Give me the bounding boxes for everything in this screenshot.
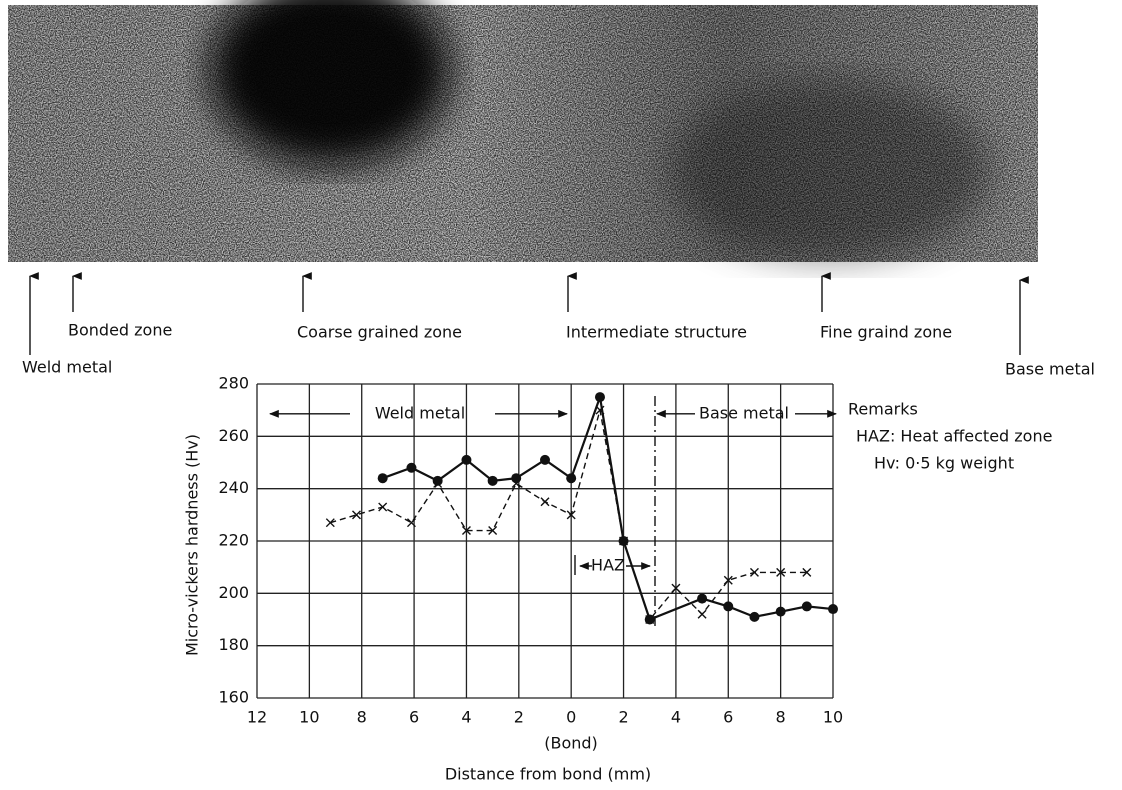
x-tick-label: 6 xyxy=(409,708,419,727)
point xyxy=(645,615,655,624)
point xyxy=(488,526,498,536)
point xyxy=(776,567,786,577)
x-tick-label: 2 xyxy=(618,708,628,727)
point xyxy=(828,604,838,615)
zone-label: Fine graind zone xyxy=(820,323,952,342)
point xyxy=(487,475,498,486)
remarks: HAZ: Heat affected zone xyxy=(856,427,1052,446)
point xyxy=(511,478,521,488)
point xyxy=(406,462,417,473)
y-tick-label: 200 xyxy=(218,583,249,602)
point xyxy=(511,473,522,484)
point xyxy=(619,536,629,546)
point xyxy=(697,609,707,619)
point xyxy=(749,611,760,622)
y-axis-label: Micro-vickers hardness (Hv) xyxy=(183,434,202,656)
x-tick-label: 12 xyxy=(247,708,267,727)
base-metal-label: Base metal xyxy=(699,403,789,422)
zone-label: Weld metal xyxy=(22,358,112,377)
point xyxy=(377,473,388,484)
haz-label: HAZ xyxy=(591,556,625,575)
y-tick-label: 220 xyxy=(218,531,249,550)
x-axis-label: Distance from bond (mm) xyxy=(445,765,651,784)
zone-arrows xyxy=(29,272,1029,355)
y-tick-label: 260 xyxy=(218,426,249,445)
bond-label: (Bond) xyxy=(544,734,598,753)
series-line xyxy=(382,396,834,621)
zone-label: Intermediate structure xyxy=(566,323,747,342)
point xyxy=(566,510,576,520)
point xyxy=(432,475,443,486)
x-tick-label: 10 xyxy=(299,708,319,727)
x-tick-label: 10 xyxy=(823,708,843,727)
remarks: Remarks xyxy=(848,400,918,419)
point xyxy=(540,497,550,507)
zone-label: Coarse grained zone xyxy=(297,323,462,342)
zone-label: Base metal xyxy=(1005,360,1095,379)
remarks: Hv: 0·5 kg weight xyxy=(874,454,1014,473)
y-tick-label: 160 xyxy=(218,688,249,707)
point xyxy=(566,473,577,484)
weld-metal-label: Weld metal xyxy=(375,403,465,422)
point xyxy=(802,567,812,577)
point xyxy=(723,601,734,612)
point xyxy=(671,583,681,593)
point xyxy=(723,575,733,585)
x-tick-label: 4 xyxy=(671,708,681,727)
point xyxy=(433,478,443,488)
x-tick-label: 0 xyxy=(566,708,576,727)
point xyxy=(775,606,786,617)
point xyxy=(749,567,759,577)
point xyxy=(697,593,708,604)
x-tick-label: 8 xyxy=(776,708,786,727)
micrograph xyxy=(8,0,1038,262)
point xyxy=(406,518,416,528)
y-tick-label: 280 xyxy=(218,374,249,393)
point xyxy=(540,454,550,465)
point xyxy=(351,510,361,520)
y-tick-label: 180 xyxy=(218,635,249,654)
point xyxy=(461,526,471,536)
x-tick-label: 4 xyxy=(461,708,471,727)
point xyxy=(594,392,605,403)
point xyxy=(378,502,388,512)
x-tick-label: 8 xyxy=(357,708,367,727)
point xyxy=(461,454,472,465)
x-tick-label: 6 xyxy=(723,708,733,727)
point xyxy=(595,405,605,415)
zone-label: Bonded zone xyxy=(68,321,172,340)
x-tick-label: 2 xyxy=(514,708,524,727)
point xyxy=(801,601,812,612)
series-line xyxy=(330,409,807,621)
y-tick-label: 240 xyxy=(218,478,249,497)
point xyxy=(325,518,335,528)
